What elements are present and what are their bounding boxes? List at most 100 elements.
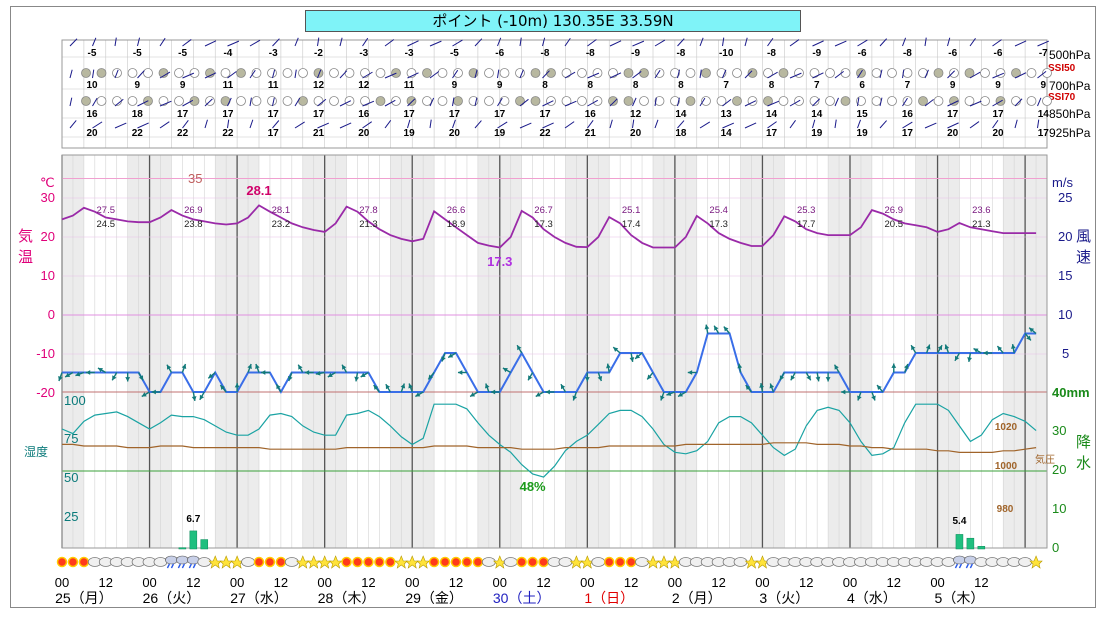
humidity-circle — [437, 68, 448, 78]
sun-icon — [428, 556, 440, 568]
value-850: 14 — [766, 109, 778, 120]
humidity-circle — [623, 68, 634, 78]
wind-barb — [609, 40, 622, 47]
value-925: 20 — [630, 128, 642, 139]
temp-day-min: 17.3 — [709, 219, 728, 230]
value-700: 8 — [678, 80, 684, 91]
humidity-circle — [964, 96, 975, 106]
x-tick: 00 — [668, 575, 682, 590]
temp-day-max: 27.8 — [359, 205, 378, 216]
humidity-tick: 100 — [64, 393, 86, 408]
humidity-circle — [127, 96, 138, 106]
star-icon — [394, 555, 409, 569]
wind-barb — [429, 119, 432, 129]
value-700: 7 — [814, 80, 820, 91]
wind-arrow-head — [276, 384, 281, 390]
x-tick: 12 — [887, 575, 901, 590]
value-700: 11 — [268, 80, 279, 91]
sun-icon — [385, 556, 396, 568]
value-700: 11 — [404, 80, 415, 91]
sun-icon — [78, 556, 90, 568]
wind-barb — [677, 69, 681, 79]
wind-arrow-head — [790, 375, 796, 381]
temp-day-min: 21.3 — [359, 219, 378, 230]
wind-barb — [564, 100, 577, 107]
cloud-icon — [503, 557, 518, 567]
star-icon — [405, 555, 419, 569]
wind-barb — [294, 121, 305, 129]
humidity-circle — [484, 96, 494, 106]
value-850: 17 — [449, 109, 461, 120]
ref-35-label: 35 — [188, 171, 202, 186]
cloud-icon — [284, 557, 299, 567]
wind-barb — [474, 120, 482, 129]
value-925: 21 — [585, 128, 597, 139]
temp-tick: 20 — [41, 229, 55, 244]
humidity-circle — [360, 96, 370, 106]
sun-icon — [264, 556, 276, 568]
value-700: 9 — [1041, 80, 1047, 91]
pressure-label: 1020 — [995, 422, 1018, 433]
wind-barb — [407, 98, 416, 107]
wind-barb — [722, 69, 727, 79]
temp-day-max: 26.9 — [184, 205, 203, 216]
wind-barb — [542, 100, 554, 107]
wind-barb — [812, 98, 821, 107]
humidity-circle — [143, 68, 153, 78]
x-tick: 12 — [274, 575, 288, 590]
wind-barb — [204, 119, 208, 129]
wind-arrow-head — [678, 392, 684, 397]
wind-arrow-head — [973, 348, 979, 353]
wind-barb — [924, 69, 929, 79]
value-850: 14 — [811, 109, 823, 120]
cloud-icon — [241, 557, 255, 567]
humidity-circle — [236, 96, 246, 106]
value-925: 19 — [811, 128, 823, 139]
temp-tick: -10 — [36, 346, 55, 361]
data-series — [61, 204, 1037, 478]
day-label: 4（水） — [847, 590, 897, 606]
level-label-850: 850hPa — [1049, 107, 1091, 121]
humidity-tick: 25 — [64, 509, 78, 524]
sun-icon — [352, 556, 363, 568]
humidity-circle — [267, 68, 277, 78]
value-500: -3 — [405, 48, 414, 59]
cloud-icon — [558, 557, 573, 567]
wind-arrow-head — [779, 375, 785, 381]
cloud-icon — [153, 557, 168, 567]
wind-barb — [587, 72, 600, 79]
wind-arrow-head — [723, 326, 729, 332]
temp-day-min: 23.2 — [272, 219, 291, 230]
wind-barb — [722, 37, 725, 47]
temp-day-max: 28.1 — [272, 205, 291, 216]
wind-barb — [227, 97, 232, 107]
wind-barb — [339, 70, 348, 79]
wind-barb — [542, 70, 550, 79]
value-850: 13 — [721, 109, 733, 120]
wind-arrow-head — [138, 375, 144, 381]
wind-arrow-head — [485, 383, 490, 389]
wind-barb — [564, 37, 571, 47]
value-700: 9 — [135, 80, 141, 91]
x-tick: 00 — [405, 575, 419, 590]
wind-arrow-head — [997, 346, 1003, 352]
humidity-circle — [1026, 68, 1037, 78]
humidity-tick: 75 — [64, 431, 78, 446]
temp-tick: 10 — [41, 268, 55, 283]
wind-arrow-head — [606, 363, 611, 369]
value-850: 17 — [268, 109, 280, 120]
wind-barb — [249, 39, 261, 47]
wind-barb — [879, 69, 883, 79]
wind-barb — [879, 38, 888, 47]
humidity-circle — [980, 96, 990, 106]
wind-barb — [92, 37, 97, 47]
wind-barb — [744, 122, 757, 129]
wind-barb — [1014, 40, 1027, 47]
wind-barb — [362, 100, 375, 107]
humidity-circle — [980, 68, 990, 78]
humidity-circle — [344, 68, 355, 78]
star-icon — [646, 555, 660, 569]
wind-barb — [789, 72, 802, 79]
value-850: 16 — [86, 109, 98, 120]
sun-icon — [363, 556, 374, 568]
